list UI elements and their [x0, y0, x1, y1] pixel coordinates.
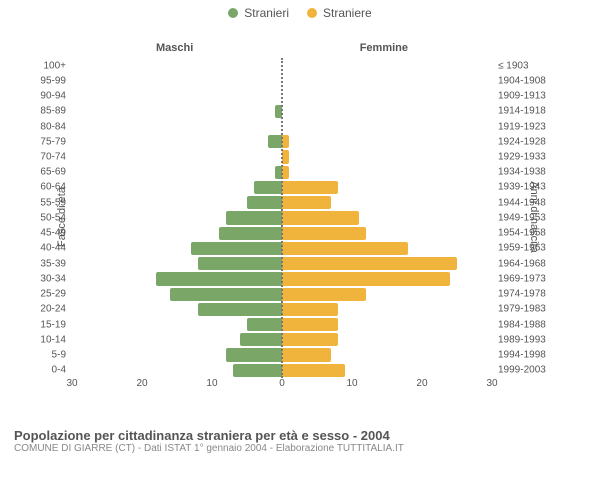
birth-year-label: 1919-1923 [492, 121, 580, 132]
birth-year-label: 1939-1943 [492, 182, 580, 193]
birth-year-label: 1999-2003 [492, 365, 580, 376]
population-pyramid-chart: Maschi Femmine Fasce di età Anni di nasc… [20, 24, 580, 424]
x-axis: 3020100102030 [72, 378, 492, 392]
age-label: 80-84 [20, 121, 72, 132]
bar-male [226, 348, 282, 361]
age-label: 85-89 [20, 106, 72, 117]
bar-female [282, 211, 359, 224]
bar-female [282, 348, 331, 361]
birth-year-label: 1924-1928 [492, 136, 580, 147]
bar-male [247, 196, 282, 209]
age-label: 100+ [20, 60, 72, 71]
bar-male [233, 364, 282, 377]
bar-male [247, 318, 282, 331]
x-tick: 30 [66, 378, 77, 389]
bar-female [282, 150, 289, 163]
bar-male [268, 135, 282, 148]
x-tick: 30 [486, 378, 497, 389]
heading-male: Maschi [156, 42, 193, 54]
age-label: 25-29 [20, 289, 72, 300]
age-label: 95-99 [20, 75, 72, 86]
age-label: 10-14 [20, 334, 72, 345]
age-label: 90-94 [20, 91, 72, 102]
x-tick: 20 [416, 378, 427, 389]
bar-female [282, 303, 338, 316]
x-tick: 10 [346, 378, 357, 389]
age-label: 35-39 [20, 258, 72, 269]
age-label: 50-54 [20, 212, 72, 223]
bar-female [282, 227, 366, 240]
bar-male [226, 211, 282, 224]
bar-female [282, 333, 338, 346]
legend: Stranieri Straniere [0, 0, 600, 24]
swatch-male [228, 8, 238, 18]
bar-female [282, 135, 289, 148]
bar-male [219, 227, 282, 240]
age-label: 20-24 [20, 304, 72, 315]
birth-year-label: 1974-1978 [492, 289, 580, 300]
birth-year-label: 1949-1953 [492, 212, 580, 223]
age-label: 55-59 [20, 197, 72, 208]
bar-female [282, 318, 338, 331]
bar-male [156, 272, 282, 285]
x-tick: 0 [279, 378, 285, 389]
bar-male [198, 303, 282, 316]
plot-area: Maschi Femmine Fasce di età Anni di nasc… [72, 42, 492, 392]
bar-female [282, 272, 450, 285]
heading-female: Femmine [360, 42, 408, 54]
bar-female [282, 181, 338, 194]
birth-year-label: 1904-1908 [492, 75, 580, 86]
age-label: 15-19 [20, 319, 72, 330]
bar-female [282, 257, 457, 270]
legend-label-female: Straniere [323, 6, 372, 20]
bar-male [254, 181, 282, 194]
swatch-female [307, 8, 317, 18]
birth-year-label: 1989-1993 [492, 334, 580, 345]
birth-year-label: 1959-1963 [492, 243, 580, 254]
age-label: 60-64 [20, 182, 72, 193]
bar-male [170, 288, 282, 301]
age-label: 70-74 [20, 152, 72, 163]
birth-year-label: 1944-1948 [492, 197, 580, 208]
bar-male [191, 242, 282, 255]
birth-year-label: ≤ 1903 [492, 60, 580, 71]
age-label: 0-4 [20, 365, 72, 376]
age-label: 30-34 [20, 273, 72, 284]
bar-female [282, 242, 408, 255]
birth-year-label: 1914-1918 [492, 106, 580, 117]
bar-female [282, 288, 366, 301]
birth-year-label: 1964-1968 [492, 258, 580, 269]
age-label: 45-49 [20, 228, 72, 239]
bar-female [282, 166, 289, 179]
age-label: 40-44 [20, 243, 72, 254]
age-label: 75-79 [20, 136, 72, 147]
age-label: 5-9 [20, 350, 72, 361]
birth-year-label: 1909-1913 [492, 91, 580, 102]
legend-item-male: Stranieri [228, 6, 289, 20]
x-tick: 20 [136, 378, 147, 389]
bar-male [240, 333, 282, 346]
birth-year-label: 1994-1998 [492, 350, 580, 361]
age-label: 65-69 [20, 167, 72, 178]
birth-year-label: 1954-1958 [492, 228, 580, 239]
birth-year-label: 1984-1988 [492, 319, 580, 330]
bar-female [282, 364, 345, 377]
birth-year-label: 1969-1973 [492, 273, 580, 284]
legend-label-male: Stranieri [244, 6, 289, 20]
x-tick: 10 [206, 378, 217, 389]
legend-item-female: Straniere [307, 6, 372, 20]
chart-footer: Popolazione per cittadinanza straniera p… [0, 424, 600, 454]
birth-year-label: 1929-1933 [492, 152, 580, 163]
bar-female [282, 196, 331, 209]
center-line [281, 58, 283, 378]
footer-subtitle: COMUNE DI GIARRE (CT) - Dati ISTAT 1° ge… [14, 443, 586, 454]
birth-year-label: 1979-1983 [492, 304, 580, 315]
birth-year-label: 1934-1938 [492, 167, 580, 178]
footer-title: Popolazione per cittadinanza straniera p… [14, 428, 586, 443]
bar-male [198, 257, 282, 270]
